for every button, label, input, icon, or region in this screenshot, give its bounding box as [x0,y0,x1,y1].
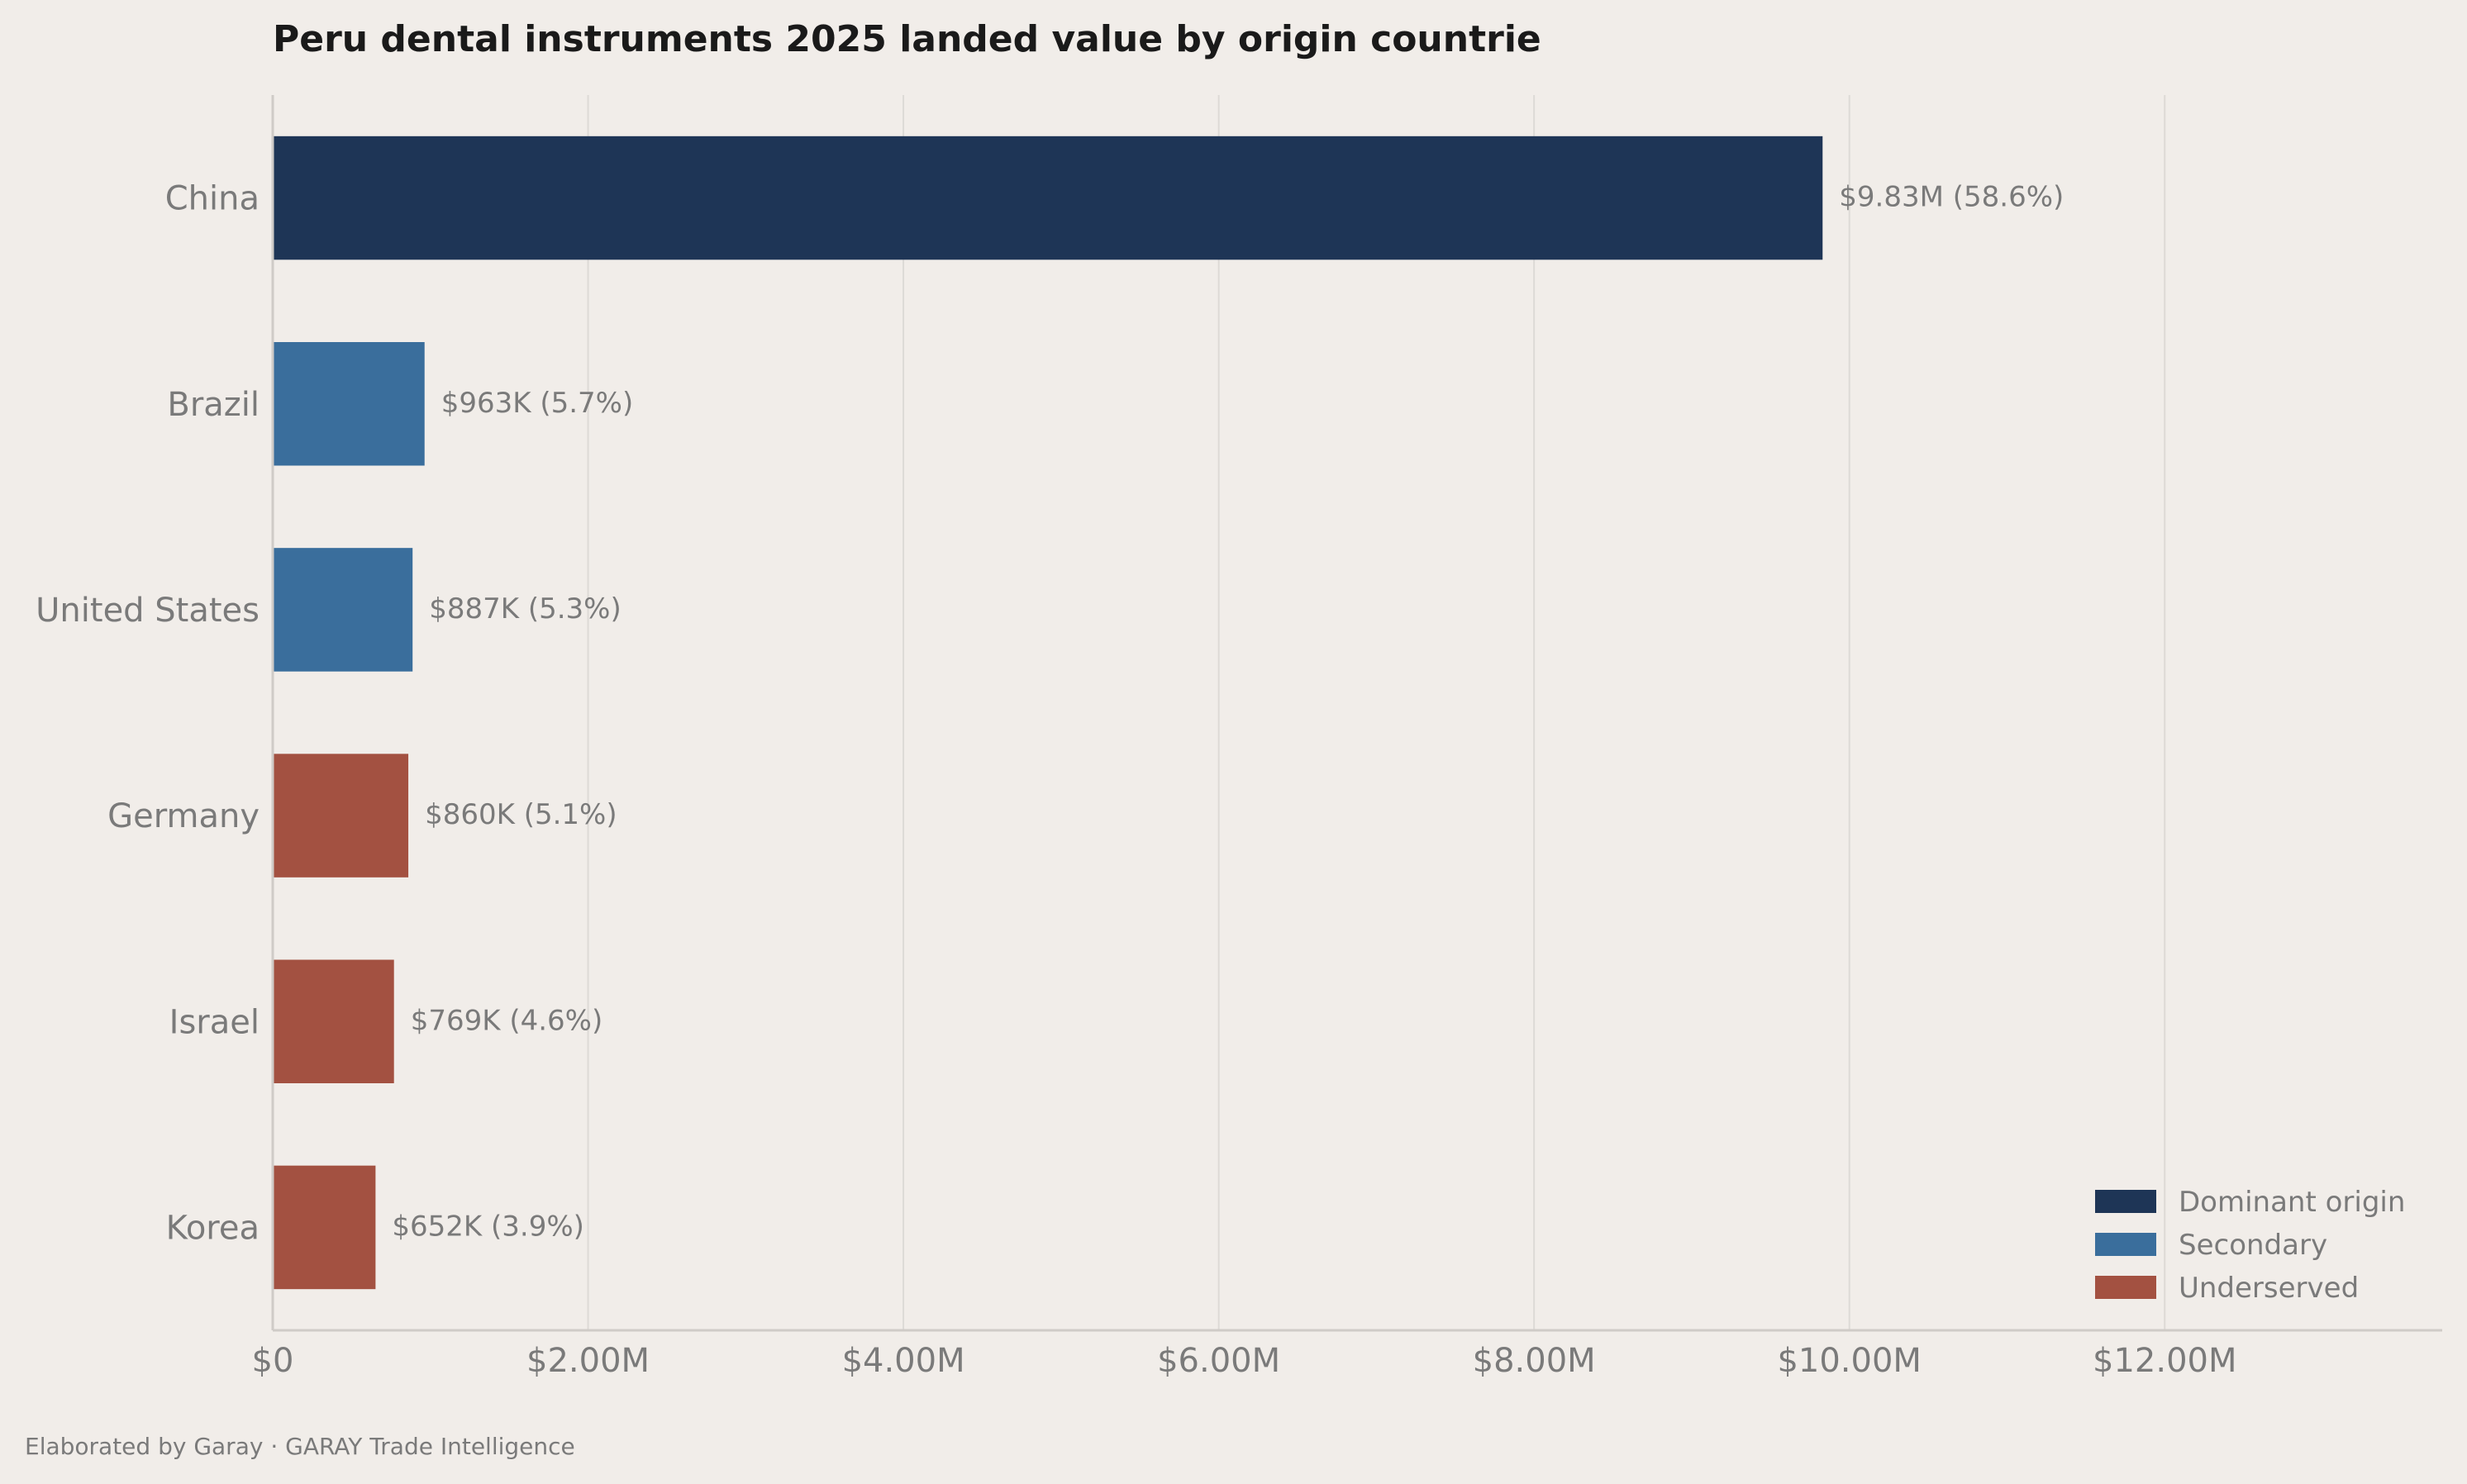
legend-label: Dominant origin [2179,1186,2405,1219]
value-label: $963K (5.7%) [441,387,634,420]
x-tick-label: $6.00M [1157,1342,1280,1380]
bar-layer: $9.83M (58.6%) $963K (5.7%) $887K (5.3%) $8… [273,136,2064,1290]
x-tick-label: $10.00M [1777,1342,1921,1380]
bar-korea [273,1165,376,1290]
legend-swatch [2095,1190,2156,1213]
legend-swatch [2095,1233,2156,1256]
bar-israel [273,959,394,1083]
chart-title: Peru dental instruments 2025 landed valu… [273,18,1541,60]
x-tick-label: $12.00M [2093,1342,2236,1380]
x-tick-label: $2.00M [526,1342,650,1380]
bar-china [273,136,1823,260]
bar-brazil [273,342,425,466]
bar-germany [273,754,409,878]
value-label: $9.83M (58.6%) [1839,181,2064,214]
category-label: Korea [166,1209,260,1247]
x-tick-label: $8.00M [1473,1342,1596,1380]
value-label: $860K (5.1%) [425,798,617,831]
bar-united-states [273,548,413,672]
value-label: $887K (5.3%) [429,592,622,625]
category-label: Israel [169,1003,260,1041]
x-tick-label: $0 [252,1342,294,1380]
category-label: Germany [107,797,260,835]
axis-layer: $0 $2.00M $4.00M $6.00M $8.00M $10.00M $12.00M… [36,95,2442,1380]
x-tick-label: $4.00M [842,1342,965,1380]
legend-label: Underserved [2179,1272,2359,1305]
category-label: China [165,180,260,218]
legend-swatch [2095,1276,2156,1299]
footer-credit: Elaborated by Garay · GARAY Trade Intell… [25,1433,575,1460]
category-label: United States [36,592,260,630]
legend: Dominant origin Secondary Underserved [2095,1186,2405,1305]
category-label: Brazil [167,386,260,424]
grid-layer [272,95,2166,1330]
value-label: $769K (4.6%) [411,1004,603,1037]
value-label: $652K (3.9%) [392,1210,584,1243]
legend-label: Secondary [2179,1229,2327,1262]
